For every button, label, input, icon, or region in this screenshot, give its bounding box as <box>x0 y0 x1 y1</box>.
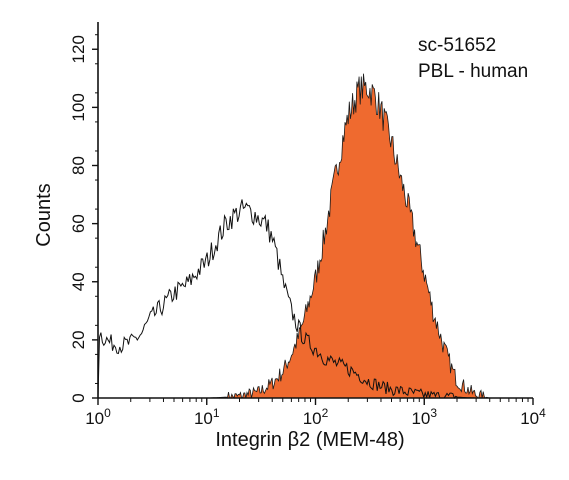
series-filled-histogram <box>206 73 490 399</box>
y-tick-label: 80 <box>69 156 88 175</box>
x-tick-label: 104 <box>520 406 546 428</box>
series-outline-histogram <box>97 199 477 400</box>
y-tick-label: 60 <box>69 214 88 233</box>
x-axis-title: Integrin β2 (MEM-48) <box>215 429 404 451</box>
x-tick-label: 100 <box>85 406 111 428</box>
y-tick-label: 0 <box>69 393 88 402</box>
annotation-sample: PBL - human <box>418 61 529 82</box>
y-tick-label: 120 <box>69 35 88 63</box>
y-tick-label: 40 <box>69 272 88 291</box>
y-tick-label: 20 <box>69 330 88 349</box>
annotation-catalog: sc-51652 <box>418 35 497 56</box>
x-tick-label: 103 <box>411 406 437 428</box>
x-tick-label: 102 <box>303 406 329 428</box>
y-tick-label: 100 <box>69 93 88 121</box>
x-tick-label: 101 <box>194 406 220 428</box>
y-axis-title: Counts <box>33 183 55 246</box>
